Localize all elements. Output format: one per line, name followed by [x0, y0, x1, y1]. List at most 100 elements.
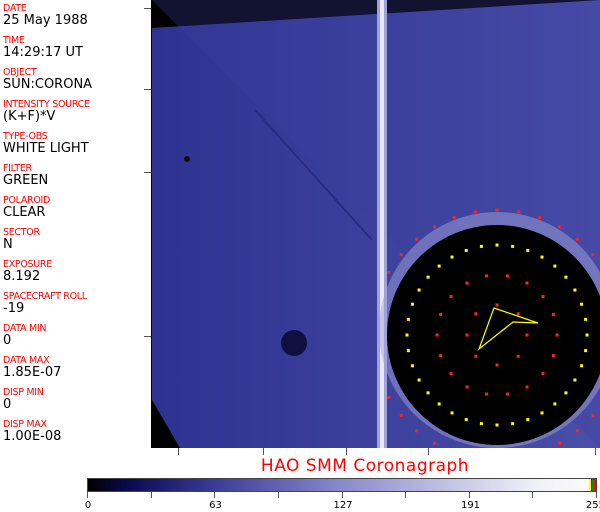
field-label: DATA MAX: [3, 355, 50, 366]
field-data-min: DATA MIN 0: [3, 323, 47, 348]
marker: [435, 333, 439, 337]
marker: [426, 275, 430, 279]
marker: [564, 275, 568, 279]
marker: [555, 333, 559, 337]
marker: [517, 210, 521, 214]
field-disp-max: DISP MAX 1.00E-08: [3, 419, 61, 444]
colorbar-tick: [596, 492, 597, 498]
field-value: GREEN: [3, 173, 49, 188]
marker: [540, 411, 544, 415]
axis-tick: [178, 448, 179, 455]
marker: [415, 237, 419, 241]
axis-tick: [144, 89, 151, 90]
marker: [580, 302, 584, 306]
colorbar-tick: [341, 492, 343, 498]
marker: [541, 294, 545, 298]
marker: [485, 274, 489, 278]
field-value: 8.192: [3, 269, 41, 284]
field-value: N: [3, 237, 13, 252]
field-value: 1.85E-07: [3, 365, 62, 380]
marker: [437, 264, 441, 268]
marker: [575, 237, 579, 241]
marker: [405, 333, 409, 337]
marker: [495, 243, 499, 247]
field-type-obs: TYPE-OBS WHITE LIGHT: [3, 131, 89, 156]
field-label: FILTER: [3, 163, 32, 174]
grid-markers: [387, 208, 595, 445]
colorbar-tick: [150, 492, 152, 498]
marker: [464, 248, 468, 252]
field-value: 14:29:17 UT: [3, 45, 83, 60]
marker: [465, 333, 469, 337]
marker: [505, 392, 509, 396]
field-disp-min: DISP MIN 0: [3, 387, 44, 412]
colorbar-label: 255: [585, 500, 600, 511]
field-value: (K+F)*V: [3, 109, 56, 124]
marker: [573, 288, 577, 292]
field-label: OBJECT: [3, 67, 37, 78]
field-exposure: EXPOSURE 8.192: [3, 259, 52, 284]
marker: [450, 411, 454, 415]
field-label: EXPOSURE: [3, 259, 52, 270]
colorbar-tick: [214, 492, 216, 498]
marker: [525, 333, 529, 337]
field-label: DISP MIN: [3, 387, 44, 398]
marker: [449, 294, 453, 298]
marker: [526, 248, 530, 252]
marker: [437, 402, 441, 406]
field-time: TIME 14:29:17 UT: [3, 35, 83, 60]
field-label: POLAROID: [3, 195, 51, 206]
field-sector: SECTOR N: [3, 227, 40, 252]
marker: [525, 281, 529, 285]
marker: [387, 396, 391, 399]
field-label: INTENSITY SOURCE: [3, 99, 90, 110]
field-value: 0: [3, 333, 12, 348]
marker: [580, 364, 584, 368]
marker: [495, 423, 499, 427]
field-label: DATA MIN: [3, 323, 47, 334]
marker: [553, 402, 557, 406]
marker: [511, 244, 515, 248]
colorbar-tick: [468, 492, 470, 498]
field-data-max: DATA MAX 1.85E-07: [3, 355, 61, 380]
marker: [591, 413, 595, 417]
region-outline: [477, 307, 539, 351]
marker: [464, 418, 468, 422]
marker: [465, 281, 469, 285]
axis-tick: [346, 448, 347, 455]
marker: [538, 216, 542, 220]
marker: [406, 317, 410, 321]
marker: [433, 225, 436, 229]
marker: [526, 418, 530, 422]
field-label: TIME: [3, 35, 25, 46]
marker: [415, 429, 419, 433]
marker: [406, 349, 410, 353]
marker: [479, 244, 483, 248]
marker: [452, 216, 456, 220]
marker: [479, 422, 483, 426]
marker: [540, 255, 544, 259]
marker: [511, 422, 515, 426]
field-value: SUN:CORONA: [3, 77, 93, 92]
marker: [551, 354, 555, 358]
marker: [584, 317, 588, 321]
field-value: 25 May 1988: [3, 13, 88, 28]
marker: [399, 253, 403, 257]
colorbar-label: 0: [84, 500, 92, 511]
marker: [439, 312, 443, 316]
field-value: WHITE LIGHT: [3, 141, 89, 156]
colorbar-label: 127: [333, 500, 353, 511]
field-label: SPACECRAFT ROLL: [3, 291, 87, 302]
marker: [495, 208, 499, 212]
marker: [417, 288, 421, 292]
field-value: 0: [3, 397, 12, 412]
field-label: DATE: [3, 3, 27, 14]
field-filter: FILTER GREEN: [3, 163, 48, 188]
colorbar-tick: [405, 492, 407, 498]
field-spacecraft-roll: SPACECRAFT ROLL -19: [3, 291, 87, 316]
axis-tick: [144, 8, 151, 9]
field-value: -19: [3, 301, 25, 316]
marker: [474, 354, 478, 358]
marker: [495, 363, 499, 367]
marker: [433, 441, 436, 445]
